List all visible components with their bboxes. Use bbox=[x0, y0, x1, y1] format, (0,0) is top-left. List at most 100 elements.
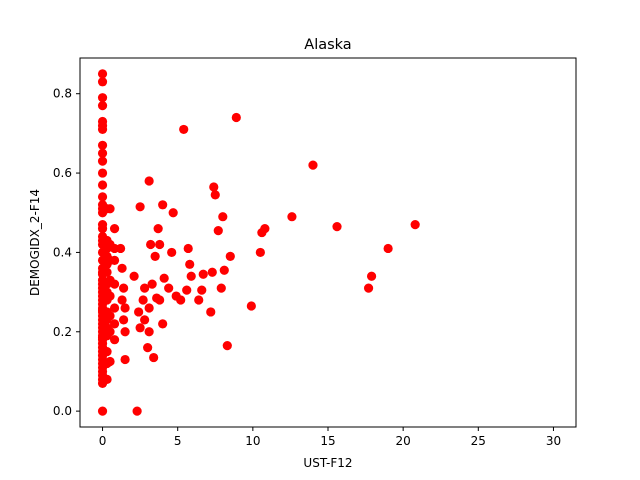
data-point bbox=[120, 327, 130, 337]
data-point bbox=[410, 220, 420, 230]
data-point bbox=[97, 192, 108, 202]
data-point bbox=[198, 269, 208, 279]
data-point bbox=[102, 347, 112, 357]
data-points bbox=[97, 69, 420, 416]
data-point bbox=[207, 267, 217, 277]
y-tick-label: 0.8 bbox=[53, 87, 72, 101]
data-point bbox=[140, 283, 150, 293]
data-point bbox=[366, 271, 377, 281]
x-tick-label: 10 bbox=[245, 434, 260, 448]
data-point bbox=[109, 255, 120, 265]
data-point bbox=[159, 273, 169, 283]
x-tick-label: 5 bbox=[174, 434, 182, 448]
data-point bbox=[194, 295, 204, 305]
data-point bbox=[120, 354, 130, 365]
y-axis-label: DEMOGIDX_2-F14 bbox=[28, 189, 42, 296]
data-point bbox=[97, 101, 108, 111]
data-point bbox=[105, 311, 115, 321]
data-point bbox=[109, 335, 120, 345]
data-point bbox=[219, 265, 229, 275]
x-axis-label: UST-F12 bbox=[303, 456, 352, 470]
y-tick-label: 0.2 bbox=[53, 325, 72, 339]
data-point bbox=[144, 176, 154, 186]
x-tick-label: 30 bbox=[546, 434, 561, 448]
x-tick-label: 20 bbox=[396, 434, 411, 448]
data-point bbox=[146, 239, 156, 250]
data-point bbox=[97, 93, 108, 103]
data-point bbox=[115, 243, 126, 254]
data-point bbox=[109, 319, 120, 329]
data-point bbox=[129, 271, 139, 281]
data-point bbox=[143, 343, 153, 353]
data-point bbox=[117, 295, 127, 305]
data-point bbox=[287, 212, 297, 222]
data-point bbox=[179, 124, 189, 135]
data-point bbox=[97, 140, 108, 150]
data-point bbox=[185, 259, 195, 269]
data-point bbox=[97, 148, 108, 158]
data-point bbox=[144, 327, 154, 337]
data-point bbox=[158, 200, 168, 210]
data-point bbox=[118, 315, 129, 325]
x-axis-ticks: 0 5 10 15 20 25 30 bbox=[99, 427, 561, 448]
data-point bbox=[246, 301, 256, 311]
chart-title: Alaska bbox=[304, 37, 351, 53]
y-tick-label: 0.4 bbox=[53, 245, 72, 259]
data-point bbox=[225, 251, 235, 261]
data-point bbox=[209, 182, 219, 192]
data-point bbox=[383, 243, 393, 254]
data-point bbox=[308, 160, 318, 170]
data-point bbox=[222, 341, 232, 351]
data-point bbox=[109, 303, 120, 313]
data-point bbox=[155, 295, 165, 305]
x-tick-label: 25 bbox=[471, 434, 486, 448]
data-point bbox=[176, 295, 186, 305]
data-point bbox=[186, 271, 196, 281]
x-tick-label: 0 bbox=[99, 434, 107, 448]
data-point bbox=[105, 327, 115, 337]
data-point bbox=[102, 374, 112, 384]
data-point bbox=[135, 202, 145, 212]
data-point bbox=[109, 279, 120, 289]
data-point bbox=[182, 285, 192, 295]
data-point bbox=[332, 222, 342, 232]
data-point bbox=[97, 168, 108, 178]
data-point bbox=[144, 303, 154, 313]
data-point bbox=[260, 224, 270, 234]
data-point bbox=[158, 319, 168, 329]
data-point bbox=[153, 224, 163, 234]
data-point bbox=[216, 283, 226, 293]
data-point bbox=[97, 156, 108, 166]
data-point bbox=[164, 283, 174, 293]
y-axis-ticks: 0.0 0.2 0.4 0.6 0.8 bbox=[53, 87, 80, 418]
y-tick-label: 0.6 bbox=[53, 166, 72, 180]
y-tick-label: 0.0 bbox=[53, 404, 72, 418]
data-point bbox=[210, 190, 220, 200]
data-point bbox=[197, 285, 207, 295]
data-point bbox=[363, 283, 374, 293]
data-point bbox=[206, 307, 216, 317]
data-point bbox=[97, 124, 108, 135]
data-point bbox=[213, 226, 223, 236]
data-point bbox=[140, 315, 150, 325]
data-point bbox=[147, 279, 157, 289]
data-point bbox=[109, 224, 120, 234]
data-point bbox=[132, 406, 142, 416]
data-point bbox=[135, 323, 145, 333]
data-point bbox=[97, 224, 108, 234]
data-point bbox=[97, 77, 108, 87]
data-point bbox=[97, 180, 108, 190]
data-point bbox=[149, 352, 159, 363]
data-point bbox=[120, 303, 130, 313]
data-point bbox=[255, 247, 265, 258]
data-point bbox=[231, 112, 241, 123]
data-point bbox=[105, 356, 115, 367]
x-tick-label: 15 bbox=[320, 434, 335, 448]
data-point bbox=[138, 295, 148, 305]
data-point bbox=[168, 208, 178, 218]
data-point bbox=[102, 267, 112, 277]
data-point bbox=[97, 69, 108, 79]
data-point bbox=[150, 251, 160, 261]
data-point bbox=[105, 291, 115, 301]
